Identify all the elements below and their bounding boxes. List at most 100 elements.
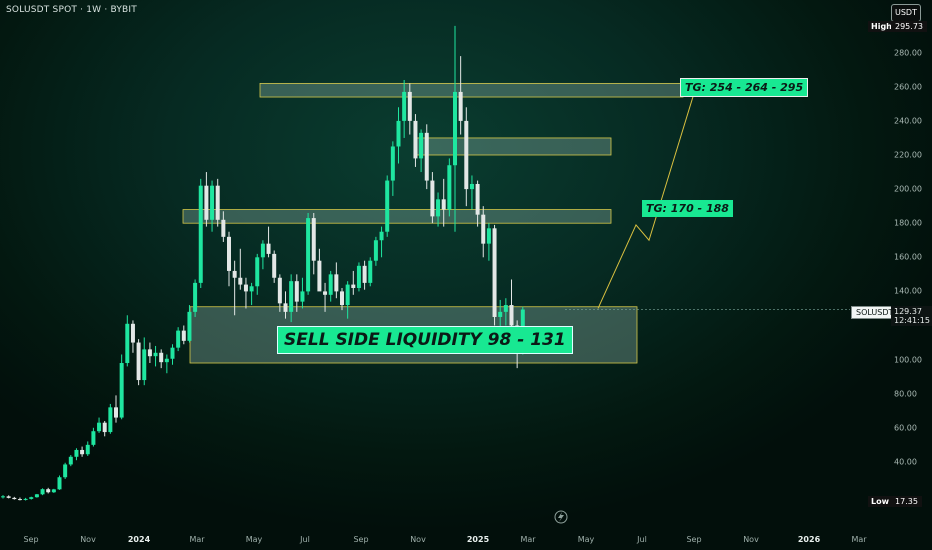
- currency-unit-button[interactable]: USDT: [891, 4, 921, 22]
- candle-body: [176, 330, 181, 348]
- candle-body: [373, 240, 378, 261]
- price-tick: 220.00: [894, 150, 922, 160]
- candle-body: [323, 291, 328, 295]
- time-tick: Mar: [189, 535, 205, 544]
- candle-body: [407, 91, 412, 121]
- liquidity-zone: [259, 82, 684, 98]
- candle-body: [464, 120, 469, 190]
- candle: [402, 79, 407, 138]
- candle: [91, 427, 96, 447]
- candle: [362, 260, 367, 290]
- candle-body: [68, 456, 73, 465]
- time-tick: Nov: [80, 535, 96, 544]
- candle-body: [481, 214, 486, 244]
- candle-body: [40, 489, 45, 495]
- candle-body: [23, 498, 28, 500]
- candle: [164, 354, 169, 374]
- candle-body: [424, 132, 429, 181]
- liquidity-zone: [182, 209, 612, 224]
- candle: [317, 248, 322, 292]
- candle-body: [486, 228, 491, 244]
- candle: [453, 25, 457, 232]
- candle: [323, 282, 328, 312]
- candle: [407, 83, 412, 135]
- candle: [464, 107, 469, 207]
- candle: [80, 446, 85, 457]
- candle: [210, 180, 215, 232]
- candle: [243, 277, 248, 309]
- candle: [492, 224, 497, 326]
- candle-body: [51, 489, 56, 493]
- candle: [351, 270, 356, 295]
- candle: [63, 462, 68, 479]
- candle-body: [108, 407, 113, 433]
- candle: [379, 226, 384, 258]
- price-tick: 60.00: [894, 423, 917, 433]
- candle: [74, 448, 79, 461]
- candle-body: [260, 243, 265, 258]
- candle: [311, 212, 316, 275]
- candle-body: [63, 464, 68, 478]
- candle: [390, 141, 395, 196]
- sell-side-liquidity-label: SELL SIDE LIQUIDITY 98 - 131: [277, 326, 573, 354]
- candle: [85, 441, 90, 456]
- candle: [176, 327, 181, 352]
- projection-path: [597, 86, 697, 309]
- candle: [204, 172, 209, 227]
- candle: [272, 250, 277, 283]
- candle: [475, 180, 480, 227]
- candle: [57, 475, 62, 490]
- candle: [486, 223, 491, 261]
- candle: [430, 172, 435, 224]
- candle-body: [119, 363, 124, 418]
- candle-body: [283, 303, 288, 312]
- candle-body: [12, 497, 17, 500]
- candle-body: [215, 185, 220, 220]
- candle: [458, 56, 463, 135]
- candle: [345, 281, 350, 319]
- candle-body: [210, 185, 215, 220]
- candle: [125, 315, 130, 367]
- candle-body: [340, 291, 344, 306]
- candle: [23, 497, 28, 501]
- high-label: High: [868, 21, 895, 32]
- candle-body: [142, 349, 147, 381]
- candle-body: [125, 323, 130, 364]
- candle: [356, 262, 361, 292]
- candle-body: [385, 180, 390, 232]
- candle-body: [453, 91, 457, 166]
- candle-body: [498, 311, 503, 317]
- candle-body: [227, 236, 231, 271]
- candle: [447, 158, 452, 217]
- candle-body: [159, 352, 164, 363]
- candle-body: [328, 274, 333, 295]
- candle: [198, 178, 203, 288]
- candle-body: [46, 489, 51, 493]
- candle-body: [379, 231, 384, 241]
- candle-body: [238, 277, 243, 285]
- candle-body: [255, 257, 260, 287]
- candle: [509, 279, 514, 329]
- symbol-header: SOLUSDT SPOT · 1W · BYBIT: [6, 5, 137, 15]
- time-tick: Mar: [851, 535, 867, 544]
- candle-body: [221, 219, 226, 237]
- candle: [469, 175, 474, 210]
- candle: [334, 262, 339, 299]
- time-tick: Sep: [686, 535, 702, 544]
- time-tick: Jul: [300, 535, 310, 544]
- candle-body: [509, 305, 514, 326]
- candle-body: [311, 218, 316, 261]
- low-value: 17.35: [891, 496, 922, 507]
- candle: [142, 337, 147, 386]
- candle-body: [413, 120, 418, 159]
- price-tick: 200.00: [894, 184, 922, 194]
- candle: [283, 291, 288, 319]
- candle: [340, 287, 344, 311]
- candle: [97, 417, 102, 433]
- candle: [481, 206, 486, 258]
- target-high-label: TG: 254 - 264 - 295: [680, 78, 809, 97]
- candle-body: [492, 228, 497, 317]
- candle-body: [187, 311, 192, 341]
- candle: [289, 274, 294, 323]
- candle: [6, 495, 11, 499]
